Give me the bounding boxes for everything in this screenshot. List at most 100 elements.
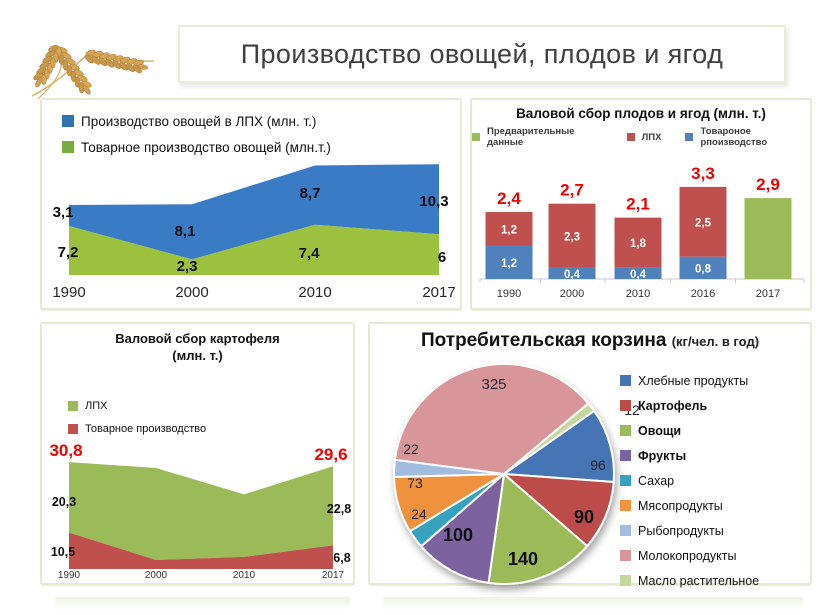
wheat-grain [35, 77, 42, 88]
vegetables-legend: Производство овощей в ЛПХ (млн. т.) Товар… [62, 108, 331, 160]
wheat-grain [119, 61, 129, 71]
potato-area-chart: 30,8 29,6 20,3 22,8 10,5 6,8 1990 2000 2010 2017 [49, 441, 351, 581]
page-title: Производство овощей, плодов и ягод [240, 38, 724, 69]
legend-item: Хлебные продукты [620, 368, 759, 393]
value-label: 10,5 [51, 545, 75, 559]
value-label: 2,7 [560, 181, 584, 200]
slide-title-box: Производство овощей, плодов и ягод [178, 25, 786, 83]
value-label: 140 [508, 549, 538, 569]
legend-swatch [68, 423, 78, 434]
value-label: 2,3 [564, 231, 580, 243]
legend-label: ЛПХ [641, 131, 662, 143]
legend-swatch [620, 475, 631, 486]
value-label: 8,7 [300, 185, 321, 202]
legend-label: Товарное производство овощей (млн.т.) [81, 139, 331, 155]
legend-label: ЛПХ [85, 399, 108, 412]
pie-group [393, 363, 616, 585]
value-label: 29,6 [314, 445, 347, 464]
wheat-stem [31, 55, 87, 97]
panel-vegetables-production: 3,1 8,1 8,7 10,3 7,2 2,3 7,4 6 1990 2000 2010 2017 … [40, 98, 462, 310]
value-label: 6,8 [333, 551, 350, 565]
legend-swatch [620, 425, 631, 436]
bar-segment [679, 256, 727, 279]
value-label: 2,1 [626, 195, 650, 214]
value-label: 6 [438, 249, 446, 266]
wheat-grain [62, 59, 69, 71]
bar-segment [485, 212, 533, 246]
legend-item: Предварительные данные [472, 126, 603, 148]
value-label: 30,8 [49, 441, 82, 460]
legend-item: Товарное производство [68, 417, 206, 440]
legend-label: Фрукты [638, 448, 687, 463]
value-label: 2016 [691, 288, 715, 300]
legend-item: Товарное производство овощей (млн.т.) [62, 134, 331, 160]
basket-title-units: (кг/чел. в год) [671, 334, 760, 349]
value-label: 1,2 [501, 224, 517, 236]
legend-label: Овощи [638, 423, 682, 438]
area-tovarnoe [69, 532, 333, 569]
value-label: 22,8 [327, 502, 351, 516]
panel-fruits-berries: Валовой сбор плодов и ягод (млн. т.) Пре… [470, 98, 812, 310]
legend-label: Товароное рпоизводство [700, 126, 768, 148]
area-tovarnoe [69, 224, 439, 275]
value-label: 90 [574, 507, 594, 527]
value-label: 2000 [175, 284, 208, 301]
value-label: 3,1 [53, 204, 74, 221]
wheat-grain [98, 57, 108, 67]
wheat-grain [105, 58, 115, 68]
legend-label: Хлебные продукты [638, 373, 749, 388]
value-label: 1990 [52, 284, 85, 301]
value-label: 2017 [422, 284, 455, 301]
value-label: 1,2 [501, 258, 517, 270]
value-label: 2010 [233, 570, 256, 581]
legend-label: Картофель [638, 398, 708, 413]
value-label: 1990 [497, 288, 521, 300]
legend-item: Товароное рпоизводство [685, 126, 810, 148]
pie-slice [420, 473, 505, 584]
basket-chart-title: Потребительская корзина (кг/чел. в год) [370, 330, 810, 352]
wheat-grain [74, 76, 81, 88]
legend-swatch [620, 550, 631, 561]
value-label: 8,1 [175, 223, 196, 240]
bar-segment [614, 267, 662, 279]
wheat-grain [126, 63, 135, 72]
wheat-logo [31, 44, 155, 100]
bar-segment [679, 186, 727, 257]
wheat-grain [36, 67, 47, 75]
value-label: 2010 [626, 288, 650, 300]
legend-swatch [685, 133, 694, 141]
pie-slice [393, 363, 590, 475]
value-label: 7,4 [299, 245, 321, 262]
legend-item: Сахар [620, 468, 759, 493]
legend-item: Молокопродукты [620, 543, 759, 568]
bar-segment [614, 217, 662, 268]
legend-swatch [620, 575, 631, 586]
legend-item: ЛПХ [626, 130, 662, 144]
reflection-left [55, 597, 350, 610]
value-label: 24 [411, 506, 427, 522]
value-label: 10,3 [419, 193, 448, 210]
wheat-grain [45, 50, 56, 58]
value-label: 3,3 [691, 164, 715, 183]
value-label: 325 [481, 376, 506, 393]
bar-segment [485, 245, 533, 279]
wheat-grain [66, 65, 73, 77]
vegetables-area-chart: 3,1 8,1 8,7 10,3 7,2 2,3 7,4 6 1990 2000 2010 2017 [52, 164, 456, 301]
value-label: 96 [590, 457, 606, 473]
fruits-bar-chart: 1,2 1,2 2,4 1990 0,4 2,3 2,7 2000 0,4 1,8 2,1 2010 0… [479, 164, 805, 300]
legend-item: Картофель [620, 393, 759, 418]
area-lph [69, 164, 439, 260]
legend-item: Фрукты [620, 443, 759, 468]
legend-item: Рыбопродукты [620, 518, 759, 543]
legend-swatch [626, 133, 635, 141]
bar-segment [548, 203, 596, 268]
wheat-grain [84, 54, 94, 64]
value-label: 2,3 [177, 258, 198, 275]
value-label: 73 [407, 475, 423, 491]
legend-swatch [62, 141, 74, 153]
fruits-legend: Предварительные данные ЛПХ Товароное рпоиз… [472, 126, 810, 148]
legend-swatch [620, 400, 631, 411]
value-label: 7,2 [58, 244, 79, 261]
legend-label: Мясопродукты [638, 498, 723, 513]
